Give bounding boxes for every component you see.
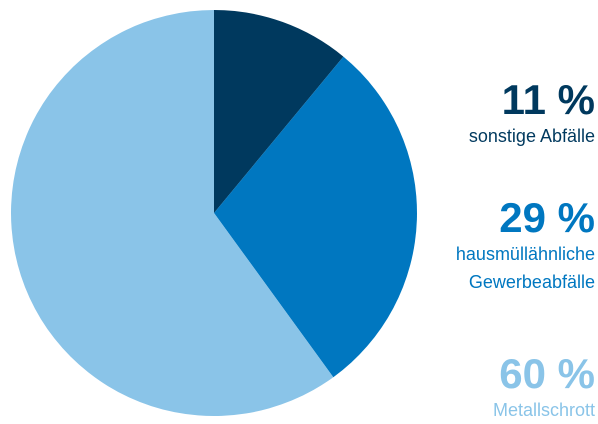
legend-entry: 60 % Metallschrott: [415, 352, 595, 424]
category-label: sonstige Abfälle: [468, 126, 595, 146]
legend-entry: 11 % sonstige Abfälle: [415, 78, 595, 150]
value-label: 60 %: [499, 350, 595, 397]
category-label: hausmüllähnliche Gewerbeabfälle: [455, 244, 595, 292]
pie-slice: [10, 10, 334, 417]
pie-chart: [10, 10, 417, 417]
legend-entry: 29 % hausmüllähnliche Gewerbeabfälle: [415, 196, 595, 296]
pie-slice: [214, 56, 417, 378]
value-label: 11 %: [501, 76, 595, 123]
category-label: Metallschrott: [492, 400, 595, 420]
value-label: 29 %: [499, 194, 595, 241]
pie-slice: [214, 10, 344, 213]
